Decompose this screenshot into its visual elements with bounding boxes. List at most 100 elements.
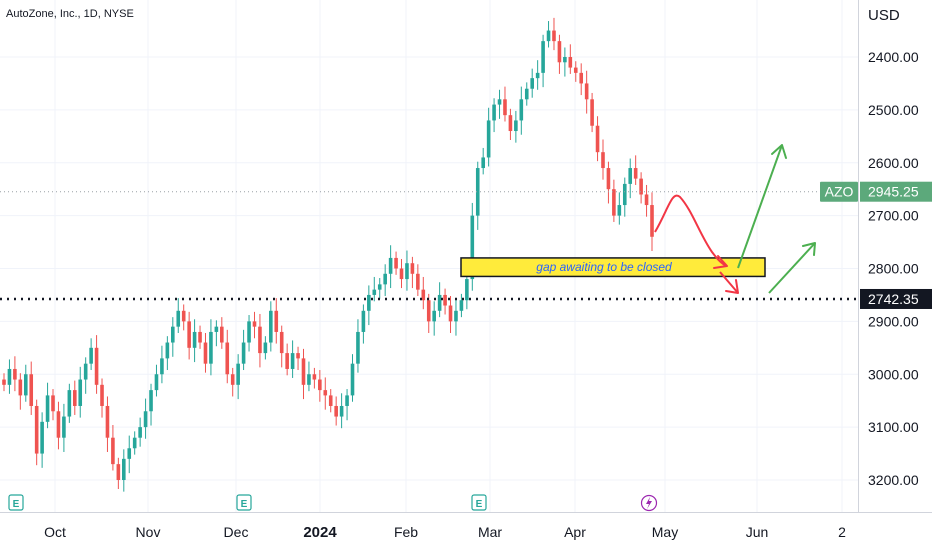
- candle-body: [356, 331, 360, 364]
- candle: [514, 110, 518, 143]
- candle-body: [105, 405, 110, 438]
- candle-body: [546, 30, 551, 42]
- candle-body: [426, 300, 431, 322]
- red-arrowhead-icon: [725, 279, 739, 294]
- candle-body: [628, 168, 633, 184]
- candle: [247, 315, 251, 352]
- candle-body: [421, 289, 426, 301]
- dividend-marker[interactable]: [640, 494, 658, 512]
- candle: [111, 425, 115, 471]
- earnings-marker[interactable]: E: [236, 494, 252, 511]
- candle-body: [143, 411, 148, 428]
- time-tick-label: 2024: [303, 524, 337, 541]
- candle: [72, 380, 77, 415]
- candle-body: [171, 326, 175, 343]
- candle: [45, 382, 50, 429]
- candle-body: [154, 374, 159, 391]
- candle: [132, 431, 137, 455]
- candle-body: [181, 310, 186, 322]
- candle: [601, 139, 605, 180]
- candle-body: [214, 326, 219, 332]
- earnings-marker[interactable]: E: [8, 494, 24, 511]
- candle-body: [470, 215, 475, 280]
- grid: [0, 0, 858, 512]
- candle: [541, 34, 545, 88]
- earnings-marker[interactable]: E: [471, 494, 487, 511]
- candle-body: [573, 67, 578, 73]
- candle-body: [127, 448, 132, 459]
- candle-body: [83, 363, 88, 380]
- candle: [78, 366, 83, 418]
- candle-body: [94, 347, 99, 385]
- last-price-label: 2945.25: [868, 184, 919, 200]
- candle: [176, 298, 181, 334]
- gap-zone-rectangle[interactable]: [460, 257, 766, 278]
- candle-body: [285, 353, 289, 369]
- gap-label: gap awaiting to be closed: [536, 260, 672, 274]
- candle: [149, 383, 153, 426]
- currency-label: USD: [868, 7, 900, 24]
- candle: [269, 301, 273, 352]
- candle-body: [269, 310, 273, 343]
- candle-body: [443, 294, 447, 306]
- candle: [334, 396, 338, 426]
- candle: [252, 311, 257, 339]
- candle: [459, 293, 464, 318]
- candle: [497, 89, 502, 119]
- time-tick-label: 2: [838, 524, 846, 540]
- candle-body: [519, 99, 524, 121]
- candle-body: [590, 99, 594, 126]
- time-tick-label: Dec: [224, 524, 249, 540]
- candle-body: [296, 353, 300, 359]
- candle-body: [149, 390, 153, 412]
- candle: [650, 192, 654, 252]
- candle: [225, 329, 230, 384]
- candle-body: [290, 353, 295, 369]
- time-tick-label: Apr: [564, 524, 586, 540]
- price-axis[interactable]: 3200.00 3100.00 3000.00 2900.00 2800.00 2700.…: [868, 49, 919, 488]
- candle-body: [416, 273, 420, 290]
- candle-body: [486, 120, 491, 158]
- candle: [171, 317, 175, 357]
- candle: [579, 63, 584, 96]
- candle: [617, 192, 622, 225]
- price-tick-label: 3000.00: [868, 366, 919, 382]
- candle: [29, 361, 34, 415]
- candle-body: [617, 205, 622, 216]
- candle: [552, 17, 556, 51]
- candle-body: [220, 326, 224, 343]
- candle-body: [62, 416, 66, 438]
- candle: [187, 311, 191, 360]
- candle-body: [514, 120, 518, 132]
- candle: [100, 378, 104, 418]
- time-tick-label: Feb: [394, 524, 418, 540]
- candle-body: [34, 405, 39, 454]
- ticker-badge: [820, 181, 858, 202]
- time-tick-label: Mar: [478, 524, 502, 540]
- candle-body: [448, 305, 453, 322]
- candle-body: [568, 57, 573, 68]
- candle: [622, 177, 627, 217]
- time-axis[interactable]: Oct Nov Dec 2024 Feb Mar Apr May Jun 2: [44, 524, 846, 541]
- candle-body: [318, 379, 322, 391]
- candle-body: [399, 268, 404, 280]
- candle: [279, 325, 284, 368]
- candle: [7, 359, 12, 394]
- candle-body: [345, 395, 349, 406]
- candle-body: [13, 368, 17, 380]
- green-arrowhead-icon: [771, 144, 787, 159]
- candle-body: [595, 125, 600, 153]
- candle-body: [40, 421, 44, 454]
- candle-body: [601, 152, 605, 169]
- candle: [285, 343, 289, 376]
- candle: [198, 325, 202, 349]
- candle-body: [111, 437, 115, 465]
- candle: [40, 412, 44, 468]
- candle-body: [552, 30, 556, 42]
- candle: [486, 107, 491, 167]
- price-tick-label: 2400.00: [868, 49, 919, 65]
- price-tick-label: 2900.00: [868, 313, 919, 329]
- candle-body: [116, 464, 121, 480]
